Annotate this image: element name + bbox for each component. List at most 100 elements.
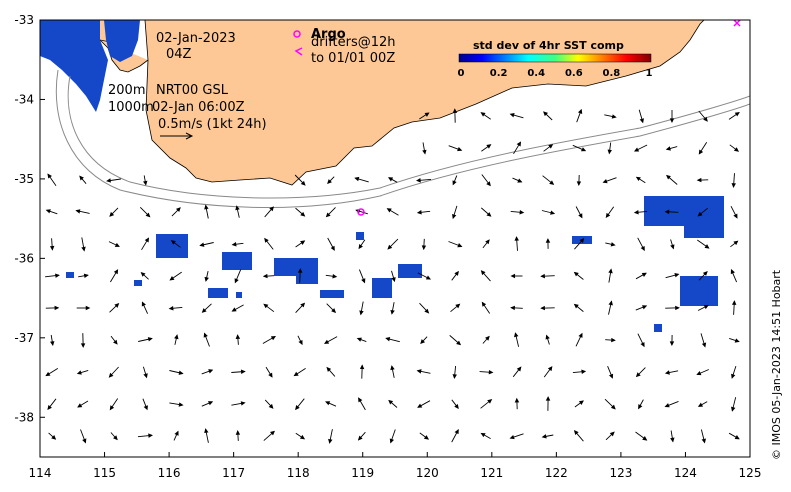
current-vector-head bbox=[674, 273, 680, 278]
current-vector-head bbox=[576, 181, 582, 187]
colorbar-tick-label: 0 bbox=[458, 68, 465, 79]
current-vector-head bbox=[208, 369, 214, 374]
current-vector-head bbox=[545, 334, 550, 340]
current-vector-head bbox=[388, 177, 394, 182]
current-vector-head bbox=[143, 373, 148, 379]
current-vector-head bbox=[108, 372, 114, 378]
drifter-legend-icon bbox=[294, 47, 303, 56]
current-vector-head bbox=[424, 112, 430, 117]
current-vector-head bbox=[642, 305, 648, 310]
current-vector-head bbox=[80, 343, 86, 348]
current-vector-head bbox=[517, 178, 523, 183]
current-vector-head bbox=[457, 146, 463, 152]
current-vector-head bbox=[109, 405, 115, 411]
current-vector-head bbox=[109, 211, 115, 217]
current-vector-head bbox=[734, 338, 740, 343]
current-vector-head bbox=[175, 207, 181, 213]
x-tick-label: 124 bbox=[674, 466, 697, 480]
current-vector-head bbox=[455, 303, 461, 309]
y-tick-label: -38 bbox=[14, 410, 34, 424]
current-vector-head bbox=[330, 245, 335, 251]
current-vector-head bbox=[262, 273, 268, 279]
current-vector-head bbox=[639, 118, 644, 124]
current-vector-head bbox=[174, 334, 179, 340]
colorbar bbox=[458, 53, 652, 63]
current-vector-head bbox=[731, 183, 736, 188]
current-vector-head bbox=[610, 404, 616, 410]
scale-label: 0.5m/s (1kt 24h) bbox=[158, 117, 267, 132]
current-vector-head bbox=[235, 205, 240, 211]
x-tick-label: 114 bbox=[29, 466, 52, 480]
current-vector-head bbox=[642, 436, 648, 441]
current-vector-head bbox=[358, 244, 363, 250]
current-vector-head bbox=[635, 372, 641, 378]
current-vector-head bbox=[386, 208, 392, 213]
current-vector-head bbox=[354, 176, 360, 182]
current-vector-head bbox=[545, 238, 551, 243]
current-vector-head bbox=[510, 273, 516, 279]
current-vector-head bbox=[573, 271, 579, 277]
current-vector-head bbox=[231, 307, 237, 312]
current-vector-head bbox=[704, 244, 710, 249]
current-vector-head bbox=[391, 277, 396, 283]
current-vector-head bbox=[611, 337, 616, 343]
current-vector-head bbox=[452, 213, 457, 220]
current-vector-head bbox=[486, 181, 491, 187]
current-vector-head bbox=[578, 400, 584, 405]
current-vector-head bbox=[509, 113, 515, 118]
current-vector-head bbox=[703, 305, 709, 310]
current-vector-head bbox=[240, 369, 246, 375]
current-vector-head bbox=[268, 372, 273, 378]
depth-200-label: 200m bbox=[108, 83, 145, 98]
current-vector-head bbox=[106, 178, 111, 183]
current-vector-head bbox=[516, 366, 522, 372]
current-vector-head bbox=[602, 178, 608, 184]
current-vector-head bbox=[170, 240, 176, 245]
current-vector-head bbox=[140, 271, 146, 277]
y-axis: -33 -34 -35 -36 -37 -38 bbox=[14, 13, 45, 424]
current-vector-head bbox=[79, 175, 84, 181]
current-vector-head bbox=[514, 397, 520, 403]
current-vector-head bbox=[417, 403, 423, 408]
current-vector-head bbox=[420, 339, 426, 345]
current-vector-head bbox=[510, 305, 515, 311]
current-vector-head bbox=[208, 401, 214, 406]
x-tick-label: 122 bbox=[545, 466, 568, 480]
current-vector-head bbox=[300, 211, 306, 217]
current-vector-head bbox=[359, 364, 365, 370]
credit-label: © IMOS 05-Jan-2023 14:51 Hobart bbox=[770, 269, 783, 460]
current-vector-head bbox=[734, 435, 740, 440]
current-vector-head bbox=[82, 438, 87, 444]
current-vector-head bbox=[733, 240, 739, 246]
colorbar-tick-label: 0.8 bbox=[603, 68, 621, 79]
product-label: NRT00 GSL bbox=[156, 83, 229, 98]
current-vector-head bbox=[698, 149, 704, 155]
current-vector-head bbox=[609, 431, 615, 437]
current-vector-head bbox=[415, 178, 421, 183]
current-vector-head bbox=[540, 273, 545, 279]
current-vector-head bbox=[204, 204, 209, 210]
current-vector-head bbox=[519, 210, 525, 215]
current-vector-head bbox=[486, 212, 492, 217]
current-vector-head bbox=[543, 111, 549, 117]
current-vector-head bbox=[85, 305, 91, 311]
current-vector-head bbox=[488, 369, 494, 375]
y-tick-label: -34 bbox=[14, 92, 34, 106]
current-vector-head bbox=[547, 366, 553, 372]
current-vector-head bbox=[81, 246, 86, 252]
current-vector-head bbox=[670, 437, 675, 443]
current-vector-head bbox=[264, 237, 269, 243]
current-vector-head bbox=[550, 210, 556, 215]
current-vector-head bbox=[54, 305, 60, 311]
x-tick-label: 120 bbox=[416, 466, 439, 480]
colorbar-tick-label: 0.6 bbox=[565, 68, 583, 79]
current-vector-head bbox=[387, 244, 393, 250]
current-vector-head bbox=[45, 209, 51, 214]
current-vector-head bbox=[114, 302, 120, 308]
current-vector-head bbox=[178, 370, 184, 375]
current-vector-head bbox=[331, 308, 337, 314]
current-vector-head bbox=[573, 430, 579, 436]
sst-patches bbox=[40, 20, 724, 332]
current-vector-head bbox=[633, 147, 640, 152]
current-vector-head bbox=[608, 373, 614, 379]
